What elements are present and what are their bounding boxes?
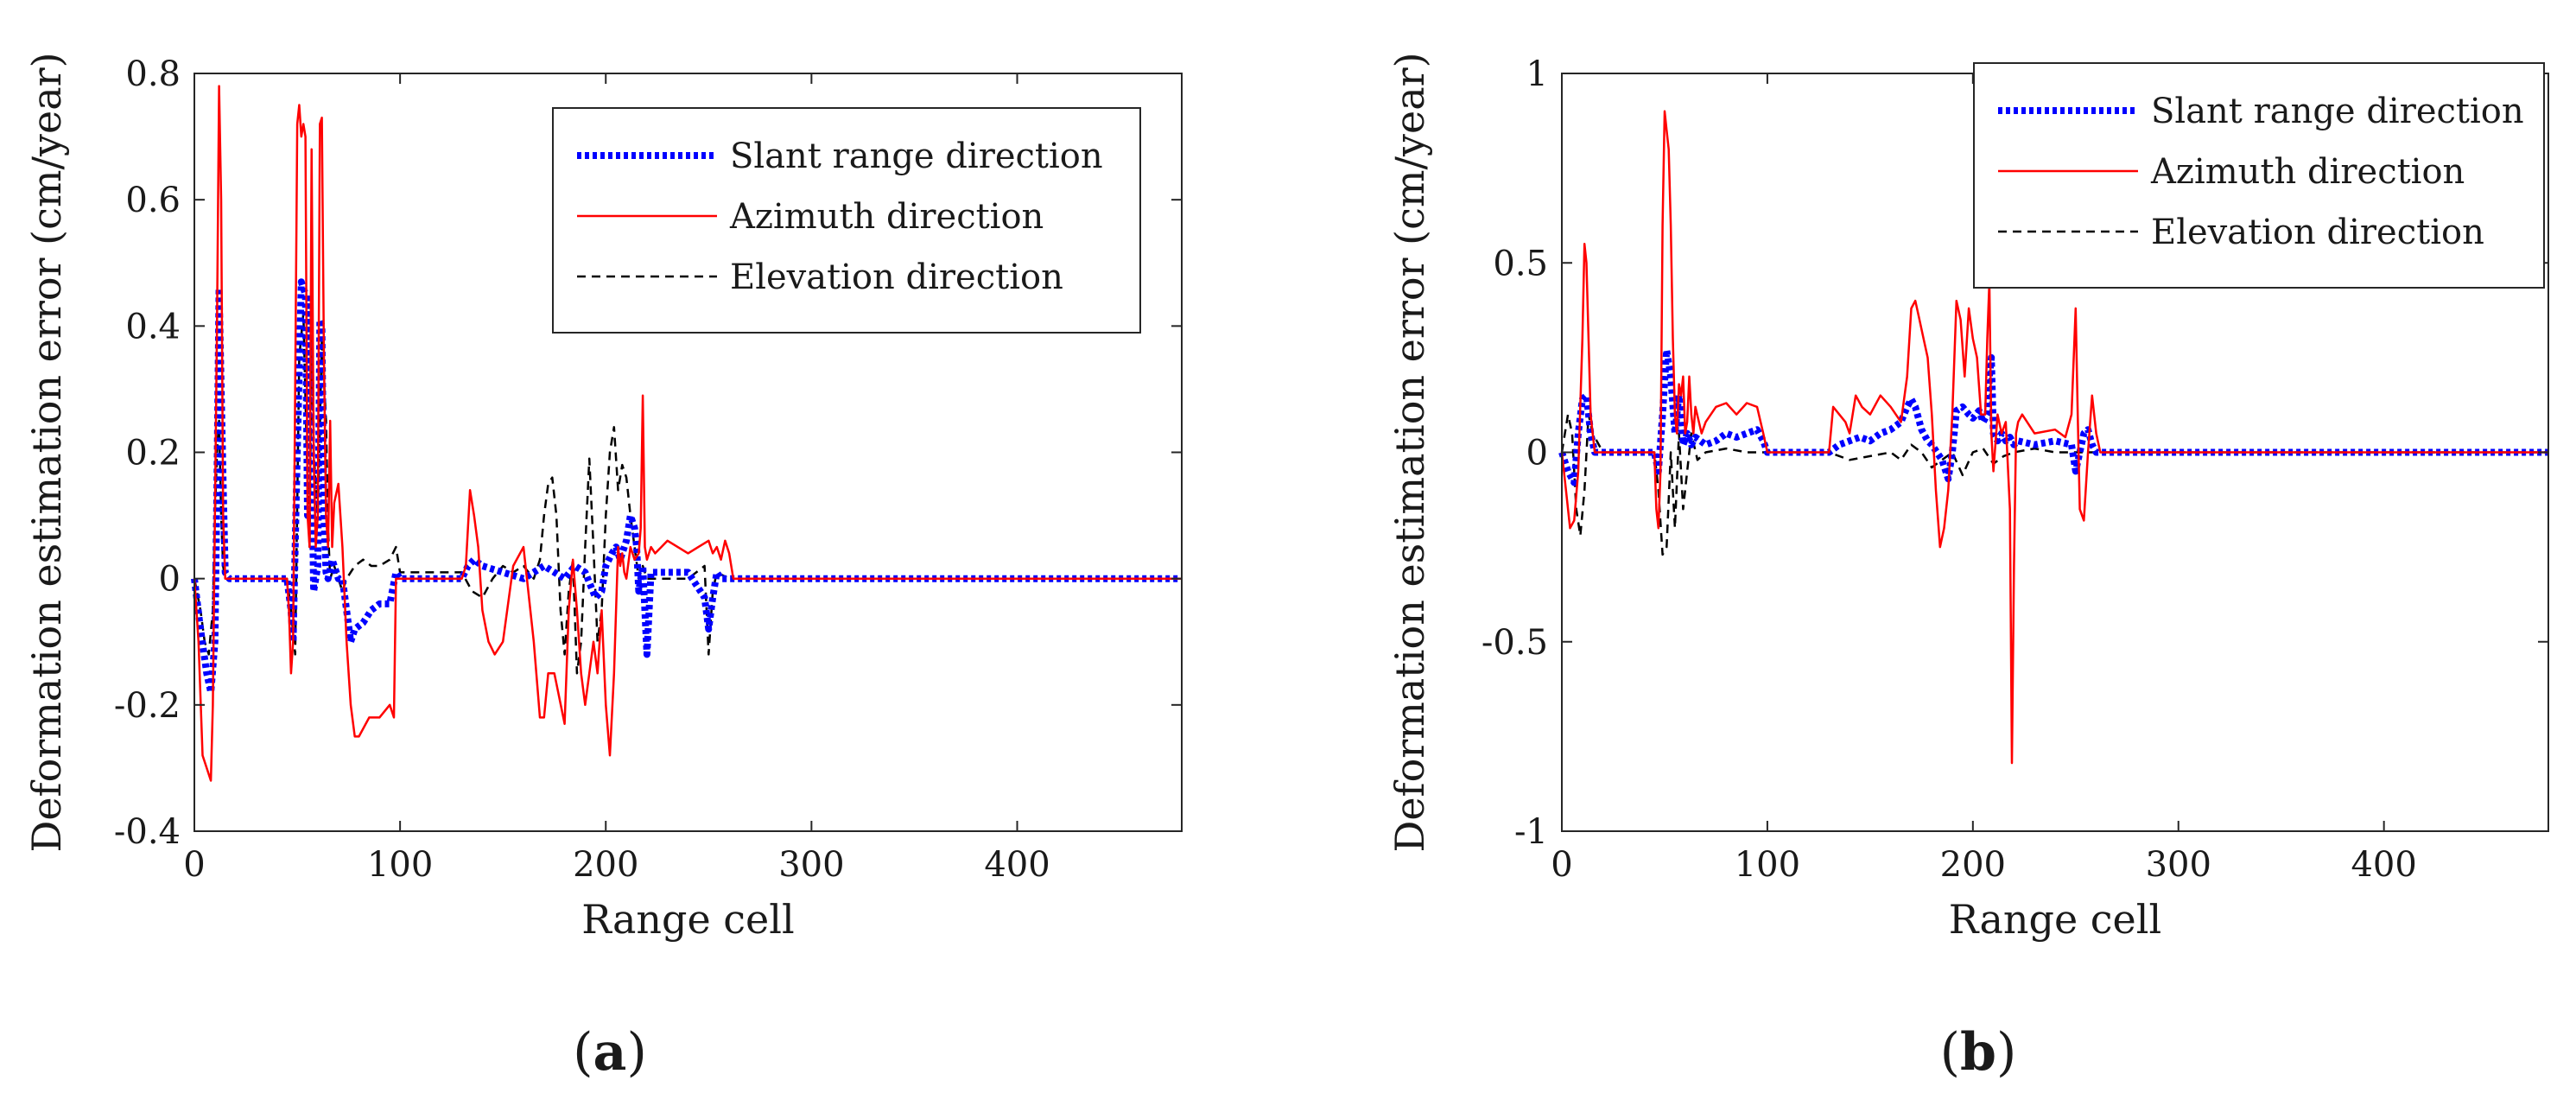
legend-label: Elevation direction [730, 257, 1063, 297]
x-tick-label: 0 [1551, 845, 1572, 885]
legend: Slant range direction Azimuth direction El… [1973, 62, 2545, 289]
y-tick-label: -1 [1514, 812, 1548, 852]
legend-box [552, 107, 1141, 334]
panel-caption: (a) [573, 1022, 647, 1083]
series-line-elevation-direction [193, 312, 1182, 675]
y-tick-label: 0 [159, 560, 181, 600]
x-tick-label: 400 [2351, 845, 2416, 885]
y-tick-label: -0.4 [114, 812, 181, 852]
legend-label: Azimuth direction [2150, 152, 2465, 192]
y-tick-label: 0.8 [125, 54, 181, 94]
y-axis-title: Deformation estimation error (cm/year) [23, 52, 70, 852]
y-tick-label: -0.5 [1482, 623, 1548, 663]
legend-label: Slant range direction [730, 137, 1103, 176]
x-tick-label: 0 [183, 845, 205, 885]
legend-label: Elevation direction [2151, 213, 2484, 252]
y-tick-label: -0.2 [114, 686, 181, 726]
series-line-slant-range-direction [1558, 346, 2548, 486]
series-line-azimuth-direction [1560, 110, 2548, 765]
x-tick-label: 400 [984, 845, 1050, 885]
y-tick-label: 0.4 [125, 307, 181, 346]
y-tick-label: 0.5 [1493, 244, 1548, 283]
y-tick-label: 0.2 [125, 434, 181, 473]
legend-label: Azimuth direction [729, 197, 1044, 237]
x-tick-label: 200 [573, 845, 638, 885]
chart-panel-b: 0 100 200 300 400 -1 -0.5 0 0.5 1 Range cell Deform… [1386, 52, 2549, 1083]
y-tick-label: 0.6 [125, 181, 181, 220]
x-tick-label: 100 [1735, 845, 1800, 885]
chart-panel-a: 0 100 200 300 400 -0.4 -0.2 0 0.2 0.4 0.6 0.8 Range … [23, 52, 1183, 1083]
legend-label: Slant range direction [2151, 92, 2524, 131]
x-axis-title: Range cell [581, 896, 794, 943]
y-axis-title: Deformation estimation error (cm/year) [1386, 52, 1433, 852]
series-line-elevation-direction [1560, 413, 2548, 556]
x-tick-label: 300 [778, 845, 844, 885]
series-line-azimuth-direction [193, 85, 1182, 782]
x-tick-label: 100 [367, 845, 433, 885]
y-tick-label: 1 [1526, 54, 1548, 94]
x-tick-label: 200 [1940, 845, 2006, 885]
panel-caption: (b) [1940, 1022, 2017, 1083]
y-tick-label: 0 [1526, 434, 1548, 473]
legend: Slant range direction Azimuth direction El… [552, 107, 1141, 334]
legend-box [1973, 62, 2545, 289]
x-tick-label: 300 [2146, 845, 2211, 885]
x-axis-title: Range cell [1949, 896, 2161, 943]
